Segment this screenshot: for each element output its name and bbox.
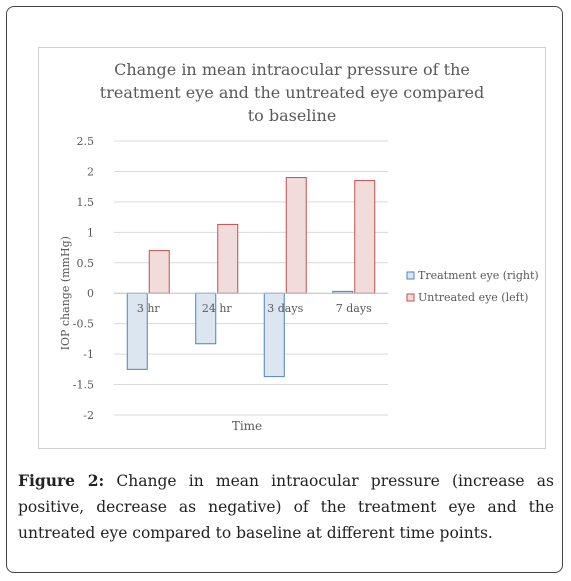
legend-label: Untreated eye (left) — [418, 291, 528, 304]
figure-caption: Figure 2: Change in mean intraocular pre… — [18, 468, 554, 546]
bar-chart: Change in mean intraocular pressure of t… — [59, 60, 539, 433]
category-label: 24 hr — [202, 302, 233, 315]
y-tick-label: 1.5 — [77, 196, 95, 209]
bar-untreated — [354, 180, 376, 294]
y-axis-title: IOP change (mmHg) — [59, 236, 72, 350]
category-label: 7 days — [336, 302, 372, 315]
figure-label: Figure 2: — [18, 471, 105, 490]
category-label: 3 days — [267, 302, 303, 315]
bar-untreated — [285, 177, 307, 294]
y-tick-label: -2 — [83, 409, 94, 422]
y-tick-label: 0.5 — [77, 257, 95, 270]
chart-title-line: Change in mean intraocular pressure of t… — [114, 60, 470, 79]
bar-untreated — [148, 250, 170, 294]
figure-caption-text: Change in mean intraocular pressure (inc… — [18, 472, 554, 542]
chart-area: Change in mean intraocular pressure of t… — [38, 47, 546, 449]
y-tick-label: 1 — [87, 226, 94, 239]
category-label: 3 hr — [137, 302, 161, 315]
chart-title-line: to baseline — [248, 106, 337, 125]
legend-swatch — [406, 271, 415, 280]
legend-label: Treatment eye (right) — [418, 269, 539, 282]
y-tick-label: -0.5 — [73, 318, 94, 331]
figure-frame: Change in mean intraocular pressure of t… — [6, 6, 563, 573]
bar-treatment — [195, 292, 217, 345]
x-axis-title: Time — [232, 419, 262, 433]
y-tick-label: -1 — [83, 348, 94, 361]
y-tick-label: 2.5 — [77, 135, 95, 148]
chart-title-line: treatment eye and the untreated eye comp… — [100, 83, 484, 102]
bar-untreated — [217, 223, 239, 294]
y-tick-label: -1.5 — [73, 379, 94, 392]
legend-swatch — [406, 293, 415, 302]
y-tick-label: 0 — [87, 287, 94, 300]
y-tick-label: 2 — [87, 165, 94, 178]
